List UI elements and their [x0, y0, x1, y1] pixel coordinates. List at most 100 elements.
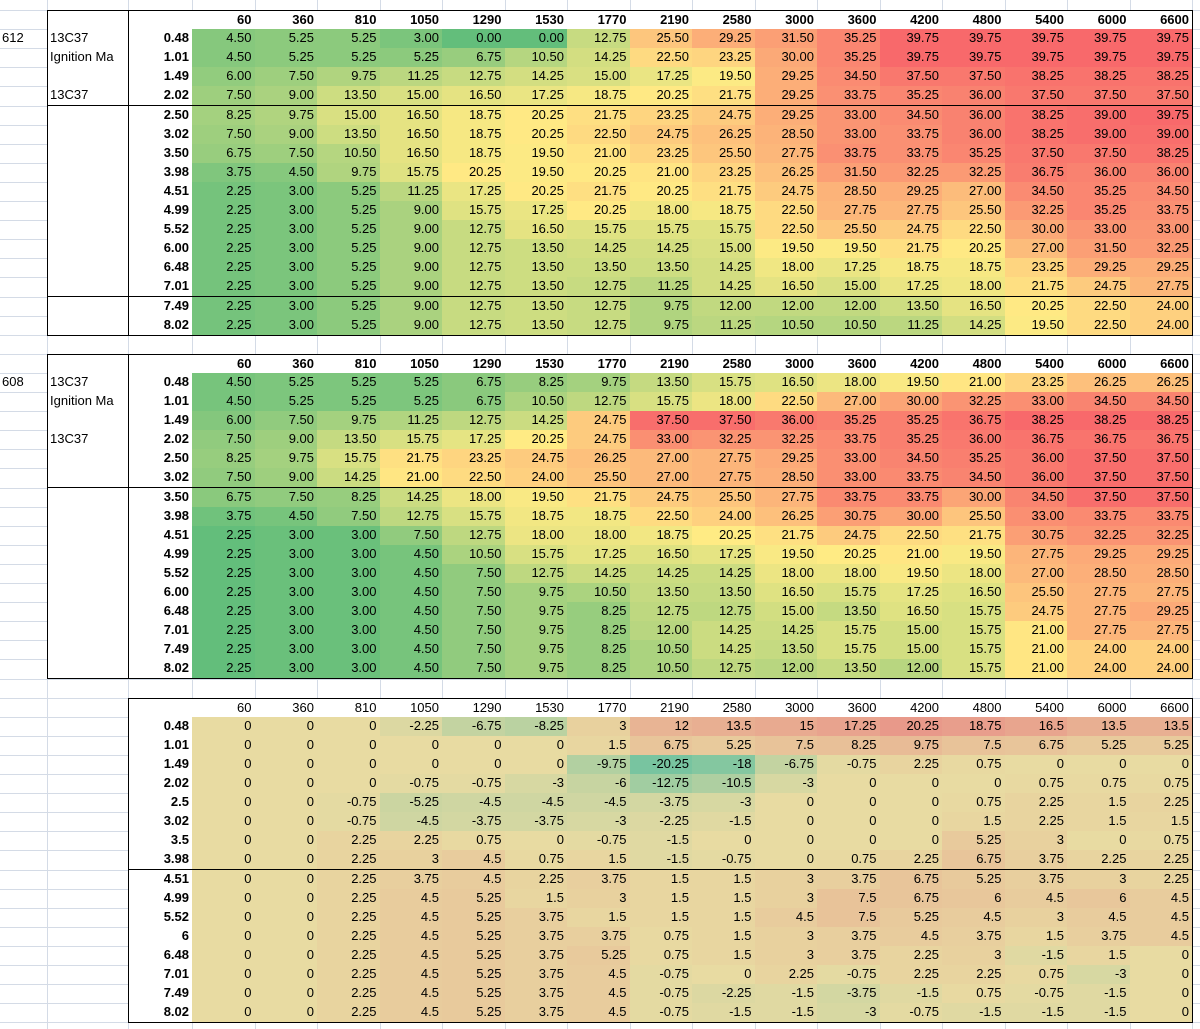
cell: 7.5 — [817, 907, 881, 928]
cell: 0 — [254, 793, 318, 814]
cell: 3.75 — [1004, 850, 1068, 871]
cell: 6.75 — [442, 48, 506, 69]
cell: 4.5 — [379, 888, 443, 909]
cell: 0 — [692, 831, 756, 852]
cell: 19.50 — [879, 372, 943, 393]
cell: 4.50 — [379, 602, 443, 623]
cell: 2.25 — [192, 201, 256, 222]
cell: 2.25 — [192, 544, 256, 565]
cell: 2.25 — [879, 850, 943, 871]
cell: -3 — [504, 774, 568, 795]
cell: 0 — [192, 926, 256, 947]
column-header: 1050 — [379, 10, 443, 31]
cell: 5.25 — [317, 296, 381, 317]
column-header: 1770 — [567, 10, 631, 31]
cell: 1.5 — [692, 869, 756, 890]
sheet-id: 608 — [2, 373, 24, 389]
cell: 3.00 — [317, 583, 381, 604]
cell: 3.75 — [942, 926, 1006, 947]
cell: 24.00 — [1129, 640, 1193, 661]
cell: 14.25 — [692, 563, 756, 584]
label-cell — [47, 67, 129, 88]
cell: -4.5 — [504, 793, 568, 814]
cell: 0.75 — [1129, 831, 1193, 852]
cell: 3.75 — [504, 1003, 568, 1024]
cell: 3.00 — [254, 640, 318, 661]
cell: 8.25 — [192, 449, 256, 470]
cell: 2.25 — [317, 831, 381, 852]
cell: 3.00 — [254, 258, 318, 279]
cell: 3.75 — [817, 945, 881, 966]
cell: 9.75 — [504, 659, 568, 680]
cell: 3.75 — [1067, 926, 1131, 947]
cell: 21.00 — [1004, 640, 1068, 661]
cell: 0 — [1129, 1003, 1193, 1024]
cell: 38.25 — [1129, 411, 1193, 432]
cell: 0 — [754, 812, 818, 833]
cell: 5.25 — [442, 907, 506, 928]
cell: 2.25 — [192, 583, 256, 604]
cell: 10.50 — [629, 640, 693, 661]
cell: 3.00 — [254, 201, 318, 222]
cell: 20.25 — [629, 86, 693, 107]
cell: 16.5 — [1004, 716, 1068, 737]
cell: 5.25 — [317, 239, 381, 260]
cell: 2.25 — [379, 831, 443, 852]
cell: 10.50 — [504, 392, 568, 413]
cell: 32.25 — [942, 162, 1006, 183]
cell: 14.25 — [317, 468, 381, 489]
cell: 24.75 — [1004, 602, 1068, 623]
cell: 0 — [879, 774, 943, 795]
cell: 1.5 — [692, 888, 756, 909]
cell: 32.25 — [1129, 525, 1193, 546]
cell: 5.25 — [317, 48, 381, 69]
cell: 27.75 — [1067, 621, 1131, 642]
cell: 7.5 — [754, 735, 818, 756]
cell: 14.25 — [567, 563, 631, 584]
cell: 3.00 — [317, 659, 381, 680]
cell: 13.50 — [317, 430, 381, 451]
column-header: 4200 — [879, 10, 943, 31]
column-header: 60 — [192, 353, 256, 374]
cell: 30.00 — [942, 487, 1006, 508]
cell: 35.25 — [942, 449, 1006, 470]
cell: 34.50 — [879, 105, 943, 126]
cell: 6 — [942, 888, 1006, 909]
cell: 2.25 — [942, 965, 1006, 986]
cell: 20.25 — [629, 181, 693, 202]
cell: 23.25 — [1004, 258, 1068, 279]
cell: 18.75 — [879, 258, 943, 279]
cell: 1.5 — [567, 735, 631, 756]
cell: 15.00 — [754, 602, 818, 623]
cell: 12.75 — [692, 602, 756, 623]
row-header: 3.98 — [128, 506, 193, 527]
cell: 5.25 — [379, 372, 443, 393]
cell: 0 — [504, 754, 568, 775]
cell: 30.00 — [879, 506, 943, 527]
label-cell — [47, 162, 129, 183]
cell: 33.75 — [817, 487, 881, 508]
cell: 0 — [754, 793, 818, 814]
cell: 21.00 — [1004, 659, 1068, 680]
cell: 13.50 — [754, 640, 818, 661]
cell: 19.50 — [504, 143, 568, 164]
cell: 0.75 — [1067, 774, 1131, 795]
cell: 0 — [192, 907, 256, 928]
cell: 9.75 — [629, 296, 693, 317]
cell: 4.5 — [879, 926, 943, 947]
cell: 39.00 — [1129, 124, 1193, 145]
cell: 1.5 — [942, 812, 1006, 833]
label-cell — [47, 544, 129, 565]
cell: 34.50 — [1004, 487, 1068, 508]
sheet-id: 612 — [2, 30, 24, 46]
cell: 39.75 — [1004, 48, 1068, 69]
cell: 9.00 — [254, 468, 318, 489]
cell: 36.75 — [1067, 430, 1131, 451]
cell: 2.25 — [317, 945, 381, 966]
cell: 1.5 — [629, 907, 693, 928]
cell: 12.75 — [567, 29, 631, 50]
column-header: 2580 — [692, 10, 756, 31]
cell: 39.75 — [1067, 48, 1131, 69]
cell: 9.75 — [254, 449, 318, 470]
cell: 17.25 — [442, 181, 506, 202]
